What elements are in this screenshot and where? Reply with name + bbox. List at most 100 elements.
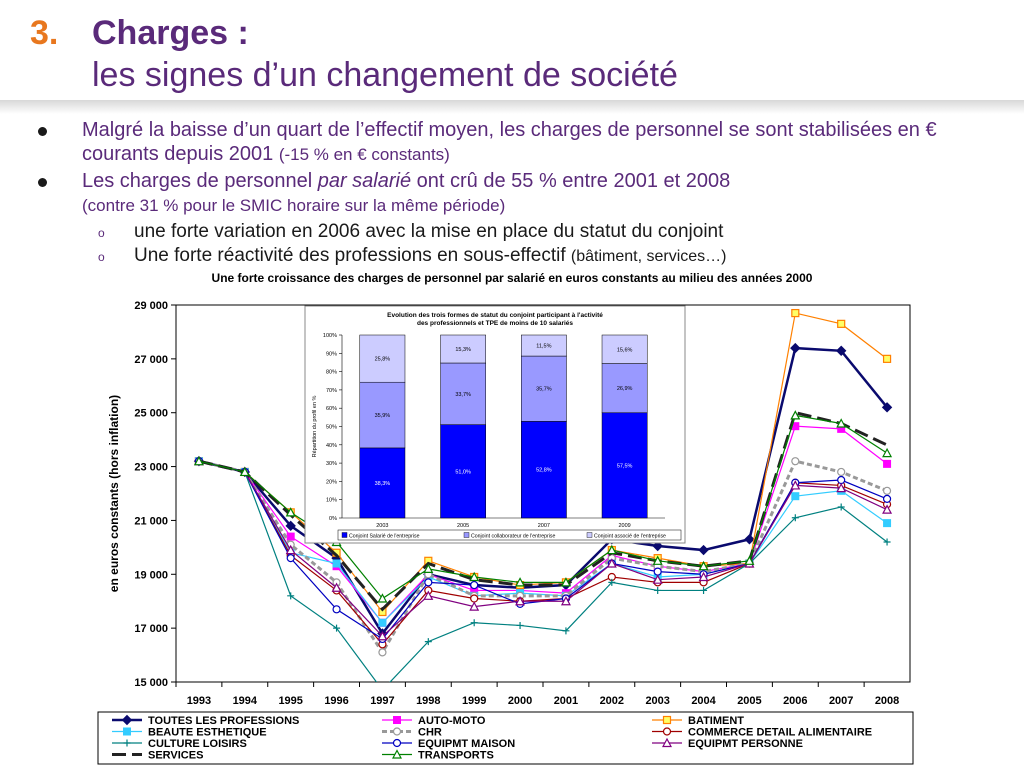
inset-y-axis-label: Répartition du profil en % <box>312 396 318 458</box>
series-line <box>198 460 888 682</box>
data-point <box>424 638 432 646</box>
inset-bar-segment <box>440 362 486 425</box>
x-tick-label: 2008 <box>875 695 899 707</box>
x-tick-label: 1996 <box>324 695 348 707</box>
inset-legend-label: Conjoint associé de l'entreprise <box>594 534 666 540</box>
chart-title: Une forte croissance des charges de pers… <box>211 271 813 285</box>
legend-marker <box>393 716 401 724</box>
data-point <box>883 538 891 546</box>
data-point <box>882 504 893 514</box>
inset-legend-label: Conjoint collaborateur de l'entreprise <box>471 534 555 540</box>
inset-y-tick-label: 20% <box>326 479 337 485</box>
bullet-2-italic: par salarié <box>317 170 412 192</box>
inset-y-tick-label: 60% <box>326 406 337 412</box>
inset-y-tick-label: 0% <box>329 516 337 522</box>
inset-bar-segment <box>521 421 567 519</box>
legend-marker <box>123 727 131 736</box>
data-point <box>652 555 663 565</box>
y-tick-label: 15 000 <box>134 677 168 689</box>
y-tick-label: 21 000 <box>134 515 168 527</box>
inset-bar-segment <box>521 334 567 357</box>
data-point <box>516 621 524 629</box>
inset-x-tick-label: 2007 <box>538 523 550 529</box>
slide-title: Charges : <box>92 14 249 52</box>
inset-data-label: 26,9% <box>617 386 633 392</box>
x-tick-label: 1995 <box>278 695 302 707</box>
inset-y-tick-label: 90% <box>326 351 337 357</box>
inset-title-line1: Evolution des trois formes de statut du … <box>387 312 603 319</box>
inset-y-tick-label: 40% <box>326 443 337 449</box>
data-point <box>285 507 296 517</box>
inset-legend-swatch <box>463 532 470 538</box>
legend-label: AUTO-MOTO <box>418 715 486 727</box>
data-point <box>562 627 570 635</box>
data-point <box>836 418 847 428</box>
legend <box>97 711 914 765</box>
series-line <box>198 425 888 624</box>
data-point <box>423 563 434 573</box>
inset-data-label: 15,3% <box>455 347 471 353</box>
inset-y-tick-label: 80% <box>326 370 337 376</box>
inset-data-label: 52,8% <box>536 468 552 474</box>
x-tick-label: 2001 <box>554 695 578 707</box>
inset-bar-segment <box>440 424 486 519</box>
inset-y-tick-label: 70% <box>326 388 337 394</box>
x-tick-label: 1994 <box>233 695 258 707</box>
slide-subtitle: les signes d’un changement de société <box>92 56 678 94</box>
data-point <box>837 475 846 485</box>
data-point <box>286 532 295 541</box>
data-point <box>515 577 526 587</box>
data-point <box>835 345 847 356</box>
data-point <box>423 590 434 600</box>
data-point <box>744 534 755 545</box>
bullet-2-text-b: ont crû de 55 % entre 2001 et 2008 <box>411 170 731 192</box>
series-line <box>198 460 888 624</box>
data-point <box>882 486 892 495</box>
subbullet-2: o Une forte réactivité des professions e… <box>30 244 1010 269</box>
inset-data-label: 38,3% <box>375 481 391 487</box>
y-tick-label: 27 000 <box>134 354 168 366</box>
legend-label: EQUIPMT MAISON <box>418 738 515 750</box>
inset-y-tick-label: 100% <box>323 333 337 339</box>
inset-bar-segment <box>359 447 406 519</box>
legend-marker <box>392 738 402 748</box>
bullet-1-note: (-15 % en € constants) <box>278 145 450 164</box>
data-point <box>560 577 571 587</box>
subbullet-1: o une forte variation en 2006 avec la mi… <box>30 220 1010 244</box>
data-point <box>332 605 341 614</box>
data-point <box>698 560 709 571</box>
data-point <box>608 578 616 586</box>
data-point <box>379 687 386 694</box>
data-point <box>791 514 799 522</box>
inset-bar-segment <box>601 412 648 519</box>
legend-label: TRANSPORTS <box>418 750 494 762</box>
data-point <box>652 574 663 584</box>
inset-bar-segment <box>359 381 406 449</box>
series-line <box>198 460 888 638</box>
inset-data-label: 51,0% <box>455 469 471 475</box>
x-tick-label: 2005 <box>737 695 761 707</box>
data-point <box>469 571 480 582</box>
data-point <box>606 558 617 568</box>
inset-title-line2: des professionnels et TPE de moins de 10… <box>417 320 573 327</box>
legend-marker <box>392 749 402 759</box>
inset-data-label: 57,5% <box>617 463 633 469</box>
legend-label: BEAUTE ESTHETIQUE <box>148 727 267 739</box>
bullet-2: Les charges de personnel par salarié ont… <box>30 169 1010 218</box>
subbullet-2-text: Une forte réactivité des professions en … <box>134 245 571 266</box>
x-tick-label: 2000 <box>508 695 532 707</box>
inset-y-tick-label: 50% <box>326 425 337 431</box>
data-point <box>333 624 341 632</box>
data-point <box>698 571 709 582</box>
y-tick-label: 23 000 <box>134 462 168 474</box>
legend-marker <box>123 739 131 747</box>
bullet-1-text: Malgré la baisse d’un quart de l’effecti… <box>82 119 937 165</box>
x-tick-label: 1997 <box>370 695 394 707</box>
data-point <box>791 308 800 318</box>
slide-number: 3. <box>30 14 59 52</box>
inset-data-label: 35,7% <box>536 387 552 393</box>
data-point <box>791 492 800 501</box>
data-point <box>837 319 846 328</box>
data-point <box>470 619 478 627</box>
data-point <box>285 520 296 532</box>
